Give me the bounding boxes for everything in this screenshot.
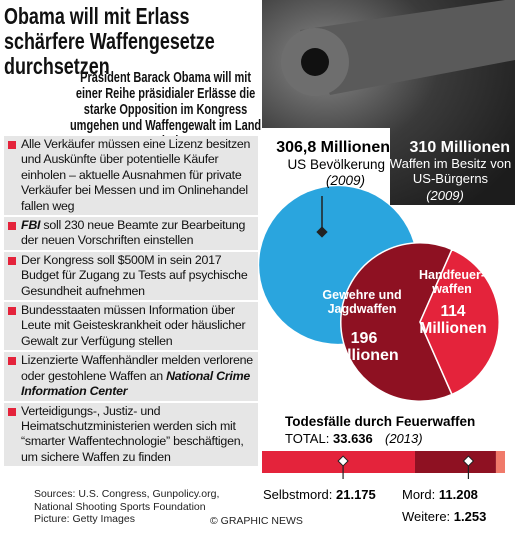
source-line: Picture: Getty Images <box>34 513 135 525</box>
pointer-dot <box>337 455 349 467</box>
pointer <box>429 205 461 245</box>
bullet-text: Der Kongress soll $500M in sein 2017 Bud… <box>21 252 248 298</box>
series-name: Mord: <box>402 487 436 502</box>
bullet-marker <box>8 256 16 265</box>
sources: Sources: U.S. Congress, Gunpolicy.org, N… <box>34 488 234 526</box>
pointer-dot <box>316 226 328 238</box>
title: Obama will mit Erlass schärfere Waffenge… <box>4 3 215 79</box>
bullet: Alle Verkäufer müssen eine Lizenz besitz… <box>4 136 258 216</box>
pointer-dot <box>462 455 475 467</box>
segment-label: Gewehre und Jagdwaffen <box>322 288 402 316</box>
value-label: 1.253 <box>453 509 487 524</box>
bullet-text: Lizenzierte Waffenhändler melden verlore… <box>21 353 253 383</box>
segment-label: Handfeuer-waffen <box>419 268 485 296</box>
series-name: Selbstmord: <box>263 487 333 502</box>
source-line: Sources: U.S. Congress, Gunpolicy.org, N… <box>34 488 220 513</box>
series-note: (2009) <box>325 173 365 188</box>
bullet-text: Bundesstaaten müssen Information über Le… <box>21 303 246 348</box>
value-label: 306,8 Millionen <box>276 139 390 156</box>
chart-title: Todesfälle durch Feuerwaffen <box>285 414 476 429</box>
value-label: 11.208 <box>438 487 478 502</box>
chart-subtitle: 33.636 <box>333 431 373 446</box>
bullet: FBI soll 230 neue Beamte zur Bearbeitung… <box>4 217 258 250</box>
series-name: Weitere: <box>402 509 451 524</box>
pie-segment <box>340 242 453 402</box>
bullet-text: Alle Verkäufer müssen eine Lizenz besitz… <box>21 137 251 213</box>
bullet-marker <box>8 222 16 231</box>
value-label: 310 Millionen <box>409 139 510 156</box>
bullet-marker <box>8 141 16 149</box>
value-label: 21.175 <box>336 487 376 502</box>
chart-subtitle: (2013) <box>385 431 423 446</box>
bullet-text: soll 230 neue Beamte zur Bearbeitung der… <box>21 218 246 248</box>
bullet: Bundesstaaten müssen Information über Le… <box>4 302 258 351</box>
series-note: (2009) <box>426 188 464 203</box>
credit: © GRAPHIC NEWS <box>210 515 303 527</box>
gun-barrel <box>300 0 515 95</box>
bullet-text: Verteidigungs-, Justiz- und Heimatschutz… <box>21 403 244 464</box>
chart-subtitle: TOTAL: <box>285 431 330 446</box>
bullet-marker <box>8 357 16 366</box>
gun-bore <box>301 48 329 76</box>
pie-segment <box>419 248 500 396</box>
bar-label: Weitere: 1.253 <box>402 509 486 524</box>
bullet: Verteidigungs-, Justiz- und Heimatschutz… <box>4 402 258 467</box>
bullet-bold: National Crime Information Center <box>21 368 251 399</box>
bar-label: Selbstmord: 21.175 <box>263 487 376 502</box>
bullet: Lizenzierte Waffenhändler melden verlore… <box>4 352 258 401</box>
bullet-list: Alle Verkäufer müssen eine Lizenz besitz… <box>4 136 258 468</box>
bar-segment <box>495 451 505 473</box>
bullet: Der Kongress soll $500M in sein 2017 Bud… <box>4 251 258 301</box>
bar-segment <box>414 451 496 473</box>
bullet-bold: FBI <box>21 218 41 233</box>
bullet-marker <box>8 307 16 316</box>
bullet-marker <box>8 407 16 416</box>
series-label: Waffen im Besitz von US-Bürgerns <box>389 156 512 186</box>
bar-label: Mord: 11.208 <box>402 487 478 502</box>
series-label: US Bevölkerung <box>287 157 385 172</box>
segment-value: 114 Millionen <box>419 303 487 337</box>
segment-value: 196 Millionen <box>329 330 399 364</box>
